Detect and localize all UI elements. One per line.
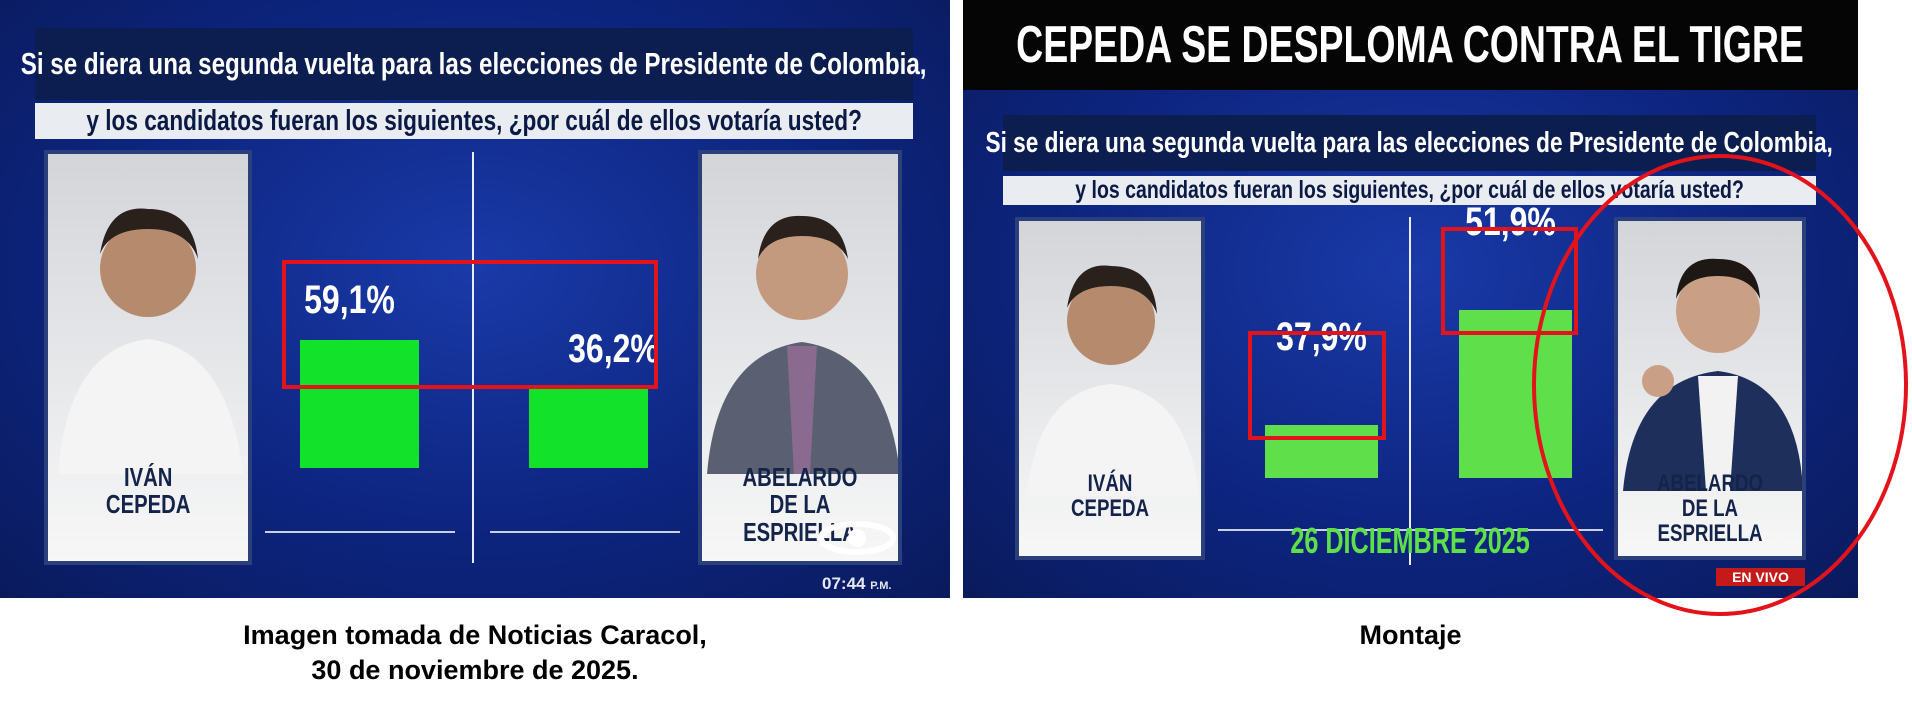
headline-bar: CEPEDA SE DESPLOMA CONTRA EL TIGRE bbox=[963, 0, 1858, 90]
highlight-ellipse bbox=[1532, 154, 1908, 616]
headline: CEPEDA SE DESPLOMA CONTRA EL TIGRE bbox=[1016, 16, 1805, 74]
bar-value-label: 59,1% bbox=[304, 277, 395, 322]
candidate-name-abelardo: ABELARDO DE LA ESPRIELLA bbox=[1656, 470, 1764, 548]
candidate-photo-abelardo: ABELARDO DE LA ESPRIELLA bbox=[1614, 217, 1806, 560]
live-badge: EN VIVO bbox=[1716, 568, 1805, 586]
caracol-logo-icon bbox=[818, 521, 896, 555]
bar-2 bbox=[1459, 310, 1572, 478]
highlight-box bbox=[282, 260, 658, 389]
candidate-photo-cepeda: IVÁN CEPEDA bbox=[44, 150, 252, 565]
chart-divider bbox=[472, 152, 474, 563]
highlight-box bbox=[1441, 227, 1578, 335]
time-suffix: P.M. bbox=[870, 580, 892, 592]
question-text: Si se diera una segunda vuelta para las … bbox=[985, 126, 1834, 159]
candidate-name-abelardo: ABELARDO DE LA ESPRIELLA bbox=[742, 462, 858, 547]
date-overlay: 26 DICIEMBRE 2025 bbox=[1218, 520, 1603, 562]
question-line-1: Si se diera una segunda vuelta para las … bbox=[21, 28, 927, 100]
broadcast-time: 07:44 P.M. bbox=[822, 574, 891, 594]
candidate-name-cepeda: IVÁN CEPEDA bbox=[105, 462, 191, 520]
person-silhouette-icon bbox=[707, 215, 898, 474]
baseline bbox=[1218, 529, 1603, 531]
left-broadcast-panel: Si se diera una segunda vuelta para las … bbox=[0, 0, 950, 598]
candidate-photo-cepeda: IVÁN CEPEDA bbox=[1015, 217, 1205, 560]
time-value: 07:44 bbox=[822, 574, 866, 593]
candidate-photo-abelardo: ABELARDO DE LA ESPRIELLA bbox=[698, 150, 902, 565]
right-caption: Montaje bbox=[1359, 620, 1462, 650]
bar-value-label: 37,9% bbox=[1276, 315, 1367, 360]
bar-1 bbox=[1265, 425, 1378, 478]
question-line-2: y los candidatos fueran los siguientes, … bbox=[35, 103, 913, 139]
caption-line-1: Imagen tomada de Noticias Caracol, bbox=[243, 620, 707, 650]
bar-1 bbox=[300, 339, 419, 468]
candidate-name-cepeda: IVÁN CEPEDA bbox=[1070, 470, 1150, 523]
caption-line-2: 30 de noviembre de 2025. bbox=[311, 655, 639, 686]
chart-divider bbox=[1409, 217, 1411, 565]
person-silhouette-icon bbox=[1623, 258, 1802, 491]
person-silhouette-icon bbox=[58, 208, 243, 474]
bar-value-label: 51,9% bbox=[1465, 200, 1556, 245]
left-caption: Imagen tomada de Noticias Caracol, 30 de… bbox=[0, 618, 950, 688]
bar-2 bbox=[529, 389, 648, 468]
highlight-box bbox=[1248, 331, 1386, 440]
question-line-2: y los candidatos fueran los siguientes, … bbox=[1003, 176, 1816, 205]
date-text: 26 DICIEMBRE 2025 bbox=[1290, 520, 1531, 561]
baseline bbox=[265, 531, 455, 533]
bar-value-label: 36,2% bbox=[568, 327, 659, 372]
question-text: Si se diera una segunda vuelta para las … bbox=[21, 46, 927, 81]
question-text: y los candidatos fueran los siguientes, … bbox=[86, 104, 862, 137]
baseline bbox=[490, 531, 680, 533]
person-silhouette-icon bbox=[1027, 265, 1199, 496]
